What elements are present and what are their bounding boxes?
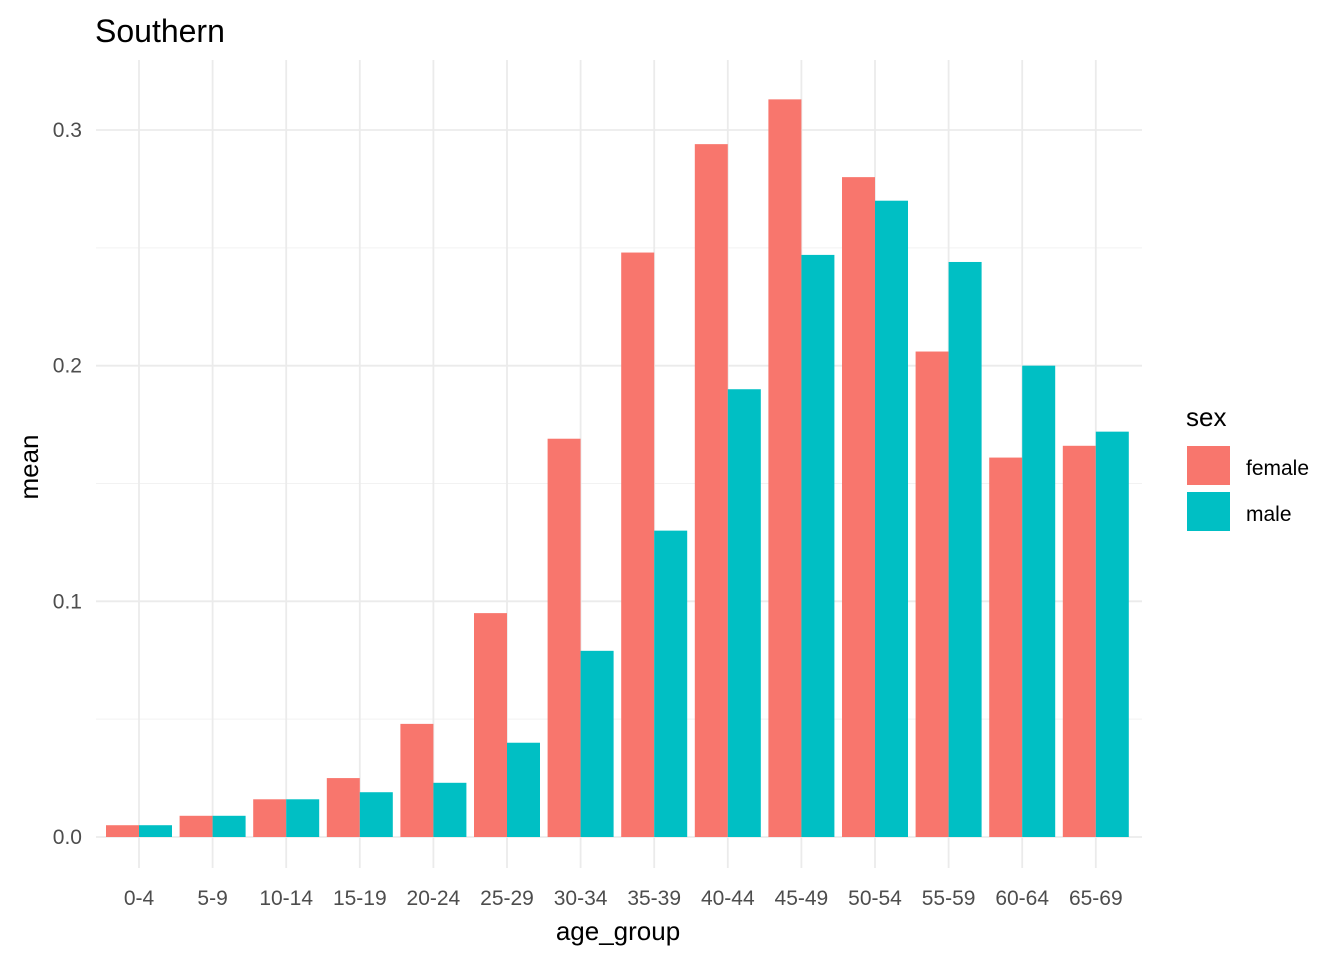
x-tick-label: 60-64 xyxy=(995,887,1049,910)
x-tick-label: 25-29 xyxy=(480,887,534,910)
legend: sex female male xyxy=(1186,402,1309,531)
x-tick-label: 10-14 xyxy=(259,887,313,910)
x-tick-label: 55-59 xyxy=(922,887,976,910)
bar-male-55-59 xyxy=(948,261,982,837)
bar-female-55-59 xyxy=(915,351,949,837)
x-axis-title: age_group xyxy=(556,916,680,946)
chart-title: Southern xyxy=(95,13,225,49)
bar-male-45-49 xyxy=(801,254,835,838)
bar-male-15-19 xyxy=(359,792,393,837)
x-tick-label: 20-24 xyxy=(407,887,461,910)
bar-male-20-24 xyxy=(433,782,467,837)
bar-male-30-34 xyxy=(580,650,614,837)
x-tick-label: 50-54 xyxy=(848,887,902,910)
x-tick-label: 15-19 xyxy=(333,887,387,910)
x-tick-label: 5-9 xyxy=(197,887,227,910)
x-tick-label: 0-4 xyxy=(124,887,155,910)
bar-female-45-49 xyxy=(768,99,802,837)
bar-male-65-69 xyxy=(1095,431,1129,837)
bar-male-50-54 xyxy=(875,200,908,837)
bar-female-35-39 xyxy=(621,252,655,838)
bar-male-60-64 xyxy=(1022,365,1056,837)
bar-male-10-14 xyxy=(286,799,320,837)
bar-female-50-54 xyxy=(842,177,875,838)
bar-female-60-64 xyxy=(989,457,1023,837)
y-tick-label: 0.3 xyxy=(53,119,82,142)
bar-male-5-9 xyxy=(212,815,246,837)
legend-label-female: female xyxy=(1246,457,1309,480)
bar-male-35-39 xyxy=(654,530,688,837)
y-tick-label: 0.2 xyxy=(53,355,82,378)
y-tick-label: 0.1 xyxy=(53,590,82,613)
legend-label-male: male xyxy=(1246,503,1292,526)
bar-male-25-29 xyxy=(507,742,540,837)
x-tick-label: 35-39 xyxy=(627,887,681,910)
x-tick-label: 30-34 xyxy=(554,887,608,910)
bar-female-15-19 xyxy=(326,778,360,837)
bar-female-65-69 xyxy=(1062,445,1096,837)
bar-female-5-9 xyxy=(179,815,213,837)
bar-female-20-24 xyxy=(400,723,434,837)
bar-female-25-29 xyxy=(474,613,507,837)
bar-female-0-4 xyxy=(106,825,139,837)
legend-title: sex xyxy=(1186,402,1226,432)
y-axis-title: mean xyxy=(14,434,44,499)
bar-male-40-44 xyxy=(727,389,761,837)
bar-female-10-14 xyxy=(253,799,287,837)
x-axis-ticks: 0-4 5-9 10-14 15-19 20-24 25-29 30-34 35-39 40-4… xyxy=(124,887,1123,910)
x-tick-label: 40-44 xyxy=(701,887,755,910)
bar-female-40-44 xyxy=(694,144,728,837)
grid-lines xyxy=(96,60,1142,868)
x-tick-label: 65-69 xyxy=(1069,887,1123,910)
bars xyxy=(106,99,1129,838)
x-tick-label: 45-49 xyxy=(775,887,829,910)
y-axis-ticks: 0.0 0.1 0.2 0.3 xyxy=(53,119,82,849)
bar-female-30-34 xyxy=(547,438,581,837)
legend-key-female xyxy=(1187,446,1230,485)
y-tick-label: 0.0 xyxy=(53,826,82,849)
bar-male-0-4 xyxy=(139,825,172,837)
legend-key-male xyxy=(1187,492,1230,531)
